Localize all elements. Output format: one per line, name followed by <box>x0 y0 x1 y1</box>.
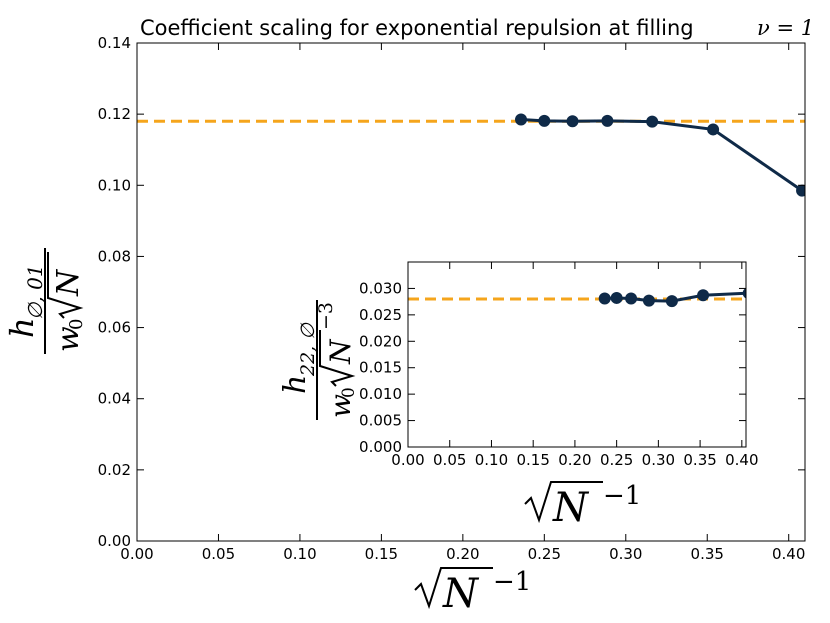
inset-plot-background <box>408 262 746 447</box>
main-x-tick-label: 0.00 <box>120 545 153 563</box>
main-y-tick-label: 0.14 <box>98 34 131 52</box>
inset-series-group <box>598 287 746 308</box>
main-x-tick-label: 0.35 <box>691 545 724 563</box>
inset-data-point <box>697 289 710 302</box>
inset-x-tick-label: 0.20 <box>558 451 591 469</box>
inset-data-point <box>625 292 638 305</box>
main-data-point <box>566 115 579 128</box>
main-y-tick-label: 0.10 <box>98 176 131 194</box>
inset-y-label-h: h <box>278 375 313 394</box>
main-y-axis: 0.00 0.02 0.04 0.06 0.08 0.10 0.12 0.14 <box>98 34 805 550</box>
main-data-point <box>646 115 659 128</box>
inset-y-label-sqrt-icon <box>319 330 356 387</box>
main-y-tick-label: 0.06 <box>98 319 131 337</box>
inset-y-tick-label: 0.015 <box>359 359 402 377</box>
main-x-label-exp: −1 <box>493 567 531 597</box>
inset-plot-frame <box>407 261 747 448</box>
inset-x-label-exp: −1 <box>603 481 641 511</box>
main-y-label-sub: ∅, 01 <box>23 264 47 320</box>
main-data-point <box>601 114 614 127</box>
main-x-tick-label: 0.20 <box>446 545 479 563</box>
inset-y-label-exp: −3 <box>315 302 337 330</box>
main-x-tick-label: 0.30 <box>609 545 642 563</box>
main-x-tick-label: 0.10 <box>283 545 316 563</box>
main-data-point <box>707 123 720 136</box>
inset-plot: 0.00 0.05 0.10 0.15 0.20 0.25 0.30 0.35 0.40 0.0… <box>359 261 759 469</box>
inset-y-label-w: w <box>324 394 357 418</box>
chart-title-text: Coefficient scaling for exponential repu… <box>140 16 694 40</box>
main-x-label-N: N <box>442 571 480 617</box>
main-x-label-sqrt-icon <box>414 567 493 610</box>
inset-data-point <box>665 295 678 308</box>
inset-data-point <box>598 292 611 305</box>
inset-x-tick-label: 0.40 <box>725 451 758 469</box>
main-series-group <box>515 113 805 197</box>
inset-y-tick-label: 0.030 <box>359 279 402 297</box>
inset-x-axis-label: N −1 <box>524 481 641 531</box>
inset-x-tick-label: 0.35 <box>683 451 716 469</box>
main-data-point <box>796 184 805 197</box>
main-y-label-sqrt-icon <box>47 252 84 319</box>
inset-x-tick-label: 0.30 <box>642 451 675 469</box>
main-x-tick-label: 0.15 <box>365 545 398 563</box>
inset-y-label-sub: 22, ∅ <box>297 322 319 377</box>
main-x-axis: 0.00 0.05 0.10 0.15 0.20 0.25 0.30 0.35 0.40 <box>120 43 805 563</box>
chart-title: Coefficient scaling for exponential repu… <box>140 16 814 40</box>
main-y-tick-label: 0.00 <box>98 532 131 550</box>
inset-y-axis-label: h 22, ∅ w 0 N −3 <box>278 300 359 420</box>
main-y-label-w: w <box>51 326 86 352</box>
main-plot-frame <box>136 42 806 542</box>
inset-y-tick-label: 0.005 <box>359 412 402 430</box>
inset-y-tick-label: 0.020 <box>359 332 402 350</box>
chart-title-math: ν = 1 <box>757 16 814 40</box>
main-x-tick-label: 0.05 <box>202 545 235 563</box>
inset-x-tick-label: 0.10 <box>475 451 508 469</box>
main-y-label-N: N <box>51 268 86 297</box>
inset-x-tick-label: 0.00 <box>391 451 424 469</box>
inset-x-tick-label: 0.25 <box>600 451 633 469</box>
inset-y-tick-label: 0.025 <box>359 306 402 324</box>
inset-y-label-w-sub: 0 <box>339 387 359 398</box>
main-y-tick-label: 0.12 <box>98 105 131 123</box>
main-y-label-h: h <box>3 317 41 338</box>
inset-data-point <box>610 291 623 304</box>
main-x-tick-label: 0.40 <box>772 545 805 563</box>
inset-data-point <box>642 294 655 307</box>
main-data-point <box>538 114 551 127</box>
main-x-tick-label: 0.25 <box>528 545 561 563</box>
inset-x-tick-label: 0.05 <box>433 451 466 469</box>
inset-x-tick-label: 0.15 <box>516 451 549 469</box>
inset-y-label-N: N <box>324 338 357 365</box>
inset-data-point <box>742 287 746 299</box>
main-y-tick-label: 0.02 <box>98 461 131 479</box>
inset-x-label-N: N <box>552 485 590 531</box>
main-y-tick-label: 0.04 <box>98 390 131 408</box>
main-y-tick-label: 0.08 <box>98 247 131 265</box>
main-y-label-w-sub: 0 <box>66 319 87 330</box>
main-y-axis-label: h ∅, 01 w 0 N <box>3 248 87 354</box>
inset-x-axis: 0.00 0.05 0.10 0.15 0.20 0.25 0.30 0.35 0.40 <box>391 262 759 469</box>
main-data-point <box>515 113 528 126</box>
inset-y-axis: 0.000 0.005 0.010 0.015 0.020 0.025 0.030 <box>359 279 746 456</box>
inset-y-tick-label: 0.010 <box>359 385 402 403</box>
main-x-axis-label: N −1 <box>414 567 531 617</box>
inset-x-label-sqrt-icon <box>524 481 603 524</box>
inset-y-tick-label: 0.000 <box>359 438 402 456</box>
